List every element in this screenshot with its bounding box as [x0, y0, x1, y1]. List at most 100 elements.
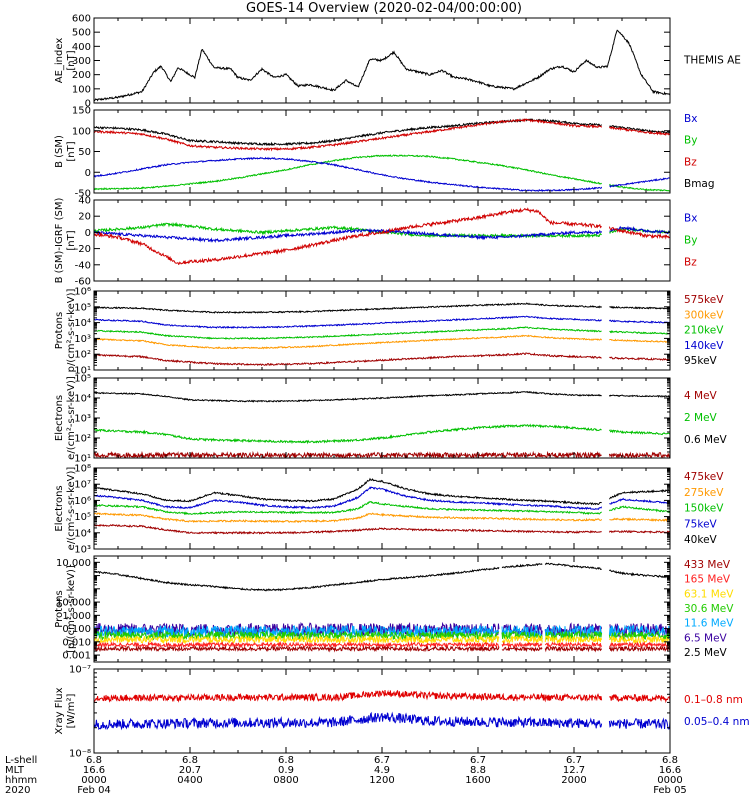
legend-by: By [684, 135, 697, 147]
series-group-xray [94, 689, 670, 731]
x-tick-label: 12.7 [563, 765, 585, 776]
x-axis-row-label: MLT [5, 765, 25, 776]
y-axis-unit: [p/(cm²-s-sr-keV)] [66, 565, 77, 653]
y-tick-label: 10¹ [74, 366, 91, 377]
legend-bz: Bz [684, 257, 697, 269]
series-0-05-0-4-nm-line [94, 711, 670, 731]
x-tick-label: 0400 [177, 775, 202, 786]
panel-frame [93, 668, 671, 754]
series-210kev-line [94, 326, 670, 340]
figure-title: GOES-14 Overview (2020-02-04/00:00:00) [246, 1, 522, 16]
y-tick-label: 10⁷ [74, 480, 91, 491]
legend-30-6-mev: 30.6 MeV [684, 603, 734, 615]
series-2-mev-line [94, 423, 670, 445]
y-axis-unit: [nT] [66, 50, 77, 70]
x-tick-label: 6.8 [662, 755, 678, 766]
x-tick-label: 6.7 [470, 755, 486, 766]
y-tick-label: 10⁵ [74, 374, 91, 385]
y-axis-unit: [nT] [66, 141, 77, 161]
series-75kev-line [94, 486, 670, 511]
y-tick-label: 150 [72, 106, 91, 117]
y-tick-label: 0.010 [62, 637, 91, 648]
y-tick-label: 0 [85, 168, 91, 179]
y-tick-label: -60 [75, 277, 91, 288]
legend-433-mev: 433 MeV [684, 559, 731, 571]
series-bx-line [94, 225, 670, 244]
y-tick-label: 1.000 [62, 611, 91, 622]
y-tick-label: 10⁴ [74, 528, 91, 539]
x-tick-label: 20.7 [179, 765, 201, 776]
y-tick-label: 100 [72, 126, 91, 137]
legend-2-5-mev: 2.5 MeV [684, 647, 728, 659]
y-tick-label: 0 [85, 99, 91, 110]
series-group-bigrf [94, 207, 670, 266]
y-tick-label: 10³ [74, 414, 91, 425]
y-tick-label: 10³ [74, 545, 91, 556]
y-tick-label: 400 [72, 42, 91, 53]
x-axis-row-label: L-shell [5, 755, 37, 766]
legend-140kev: 140keV [684, 340, 724, 352]
panel-electrons_kev: 10³ 10⁴ 10⁵ 10⁶ 10⁷ 10⁸ Electrons e/(cm²-s-sr-k… [54, 464, 724, 556]
legend-300kev: 300keV [684, 309, 724, 321]
x-tick-label: 6.7 [566, 755, 582, 766]
legend-2-mev: 2 MeV [684, 412, 718, 424]
y-axis-label: Xray Flux [54, 687, 65, 734]
y-axis-label: Electrons [54, 395, 65, 441]
series-bz-line [94, 207, 670, 266]
legend-bx: Bx [684, 213, 697, 225]
legend-4-mev: 4 MeV [684, 390, 718, 402]
y-tick-label: 50 [78, 147, 91, 158]
legend-150kev: 150keV [684, 503, 724, 515]
y-tick-label: 200 [72, 70, 91, 81]
legend-475kev: 475keV [684, 471, 724, 483]
series-165-mev-line [94, 640, 670, 649]
x-tick-label: 0.9 [278, 765, 294, 776]
legend-0-6-mev: 0.6 MeV [684, 434, 728, 446]
series-150kev-line [94, 500, 670, 516]
y-tick-label: 10² [74, 350, 91, 361]
panel-electrons_mev: 10¹ 10² 10³ 10⁴ 10⁵ Electrons e/(cm²-s-sr-keV)… [54, 374, 728, 465]
y-tick-label: 100 [72, 84, 91, 95]
x-tick-label: 6.8 [182, 755, 198, 766]
legend-bmag: Bmag [684, 178, 715, 190]
panel-protons_high: 0.001 0.010 0.100 1.000 10.000 10,000 Protons[… [54, 555, 734, 663]
legend-bx: Bx [684, 113, 697, 125]
series-0-6-mev-line [94, 390, 670, 403]
panel-bigrf: -60 -40 -20 0 20 40 B (SM)-IGRF (SM) [nT] Bx By Bz [54, 196, 697, 288]
y-axis-unit: [nT] [66, 230, 77, 250]
series-475kev-line [94, 523, 670, 535]
y-tick-label: 10² [74, 434, 91, 445]
y-axis-label: Protons [54, 590, 65, 627]
panel-xray: 10⁻⁸ 10⁻⁷ Xray Flux [W/m²] 0.1–0.8 nm 0.05–0.… [54, 665, 750, 760]
series-95kev-line [94, 302, 670, 314]
y-tick-label: 10⁵ [74, 302, 91, 313]
series-30-6-mev-line [94, 629, 670, 642]
legend-210kev: 210keV [684, 325, 724, 337]
y-tick-label: 300 [72, 56, 91, 67]
x-tick-label: 1600 [465, 775, 490, 786]
y-axis-unit: [W/m²] [66, 693, 77, 728]
y-tick-label: 20 [78, 212, 91, 223]
y-tick-label: 10⁵ [74, 512, 91, 523]
panel-frame [93, 377, 671, 459]
y-tick-label: -40 [75, 260, 91, 271]
series-2-5-mev-line [94, 562, 670, 592]
y-axis-label: B (SM)-IGRF (SM) [54, 198, 65, 284]
y-tick-label: 10³ [74, 334, 91, 345]
series-275kev-line [94, 512, 670, 524]
series-group-protons_low [94, 302, 670, 367]
legend-575kev: 575keV [684, 294, 724, 306]
y-axis-unit: p/(cm²-s-sr-keV)] [66, 289, 77, 373]
panel-frame [93, 199, 671, 282]
series-group-ae [94, 29, 670, 102]
legend-11-6-mev: 11.6 MeV [684, 618, 734, 630]
legend-95kev: 95keV [684, 355, 718, 367]
y-tick-label: 10⁴ [74, 394, 91, 405]
legend-275kev: 275keV [684, 487, 724, 499]
x-tick-label: 6.7 [374, 755, 390, 766]
y-tick-label: 10⁴ [74, 318, 91, 329]
x-tick-label: 1200 [369, 775, 394, 786]
y-tick-label: 10⁻⁷ [69, 665, 91, 676]
series-575kev-line [94, 352, 670, 367]
